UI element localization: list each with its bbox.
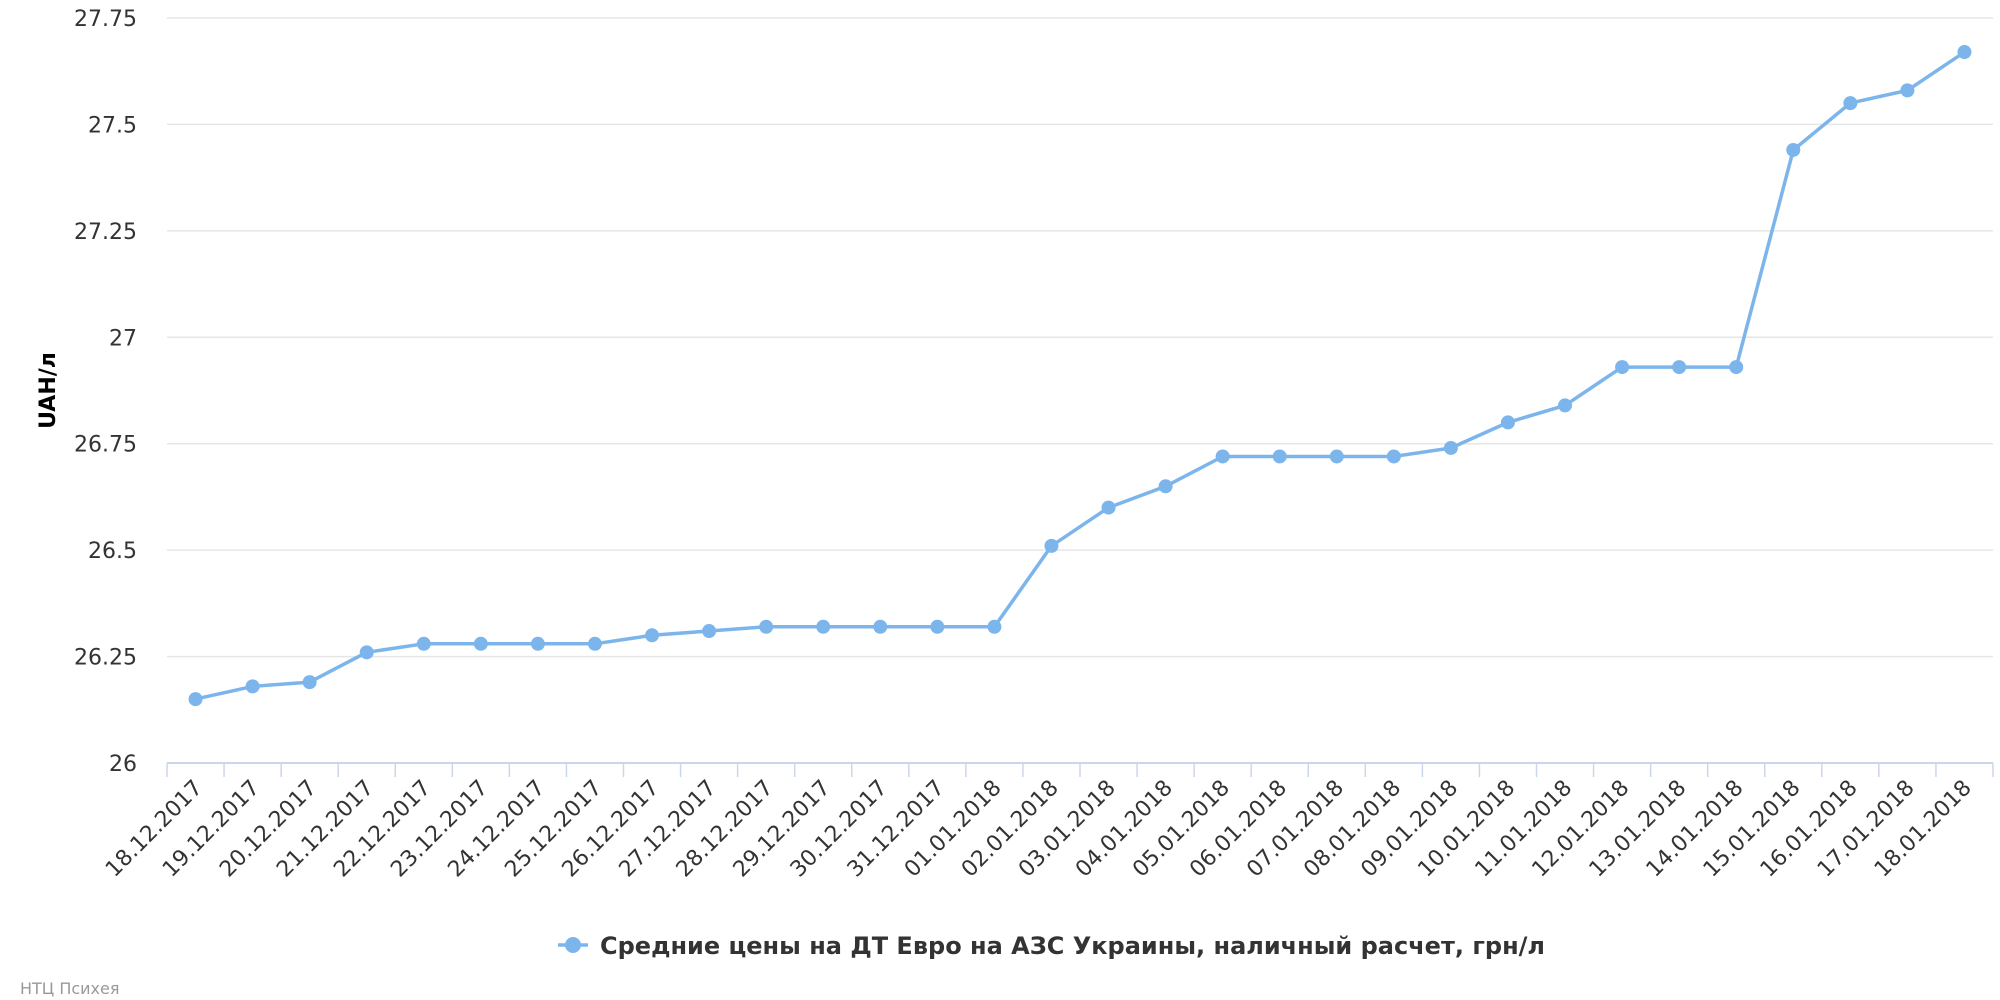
data-point[interactable]	[1215, 449, 1230, 464]
data-point[interactable]	[302, 675, 317, 690]
chart-credit[interactable]: НТЦ Психея	[20, 979, 119, 998]
data-point[interactable]	[930, 619, 945, 634]
y-axis-tick-labels: 26 26.25 26.5 26.75 27 27.25 27.5 27.75	[74, 7, 137, 777]
y-tick-label: 26	[109, 752, 137, 777]
legend-item-label[interactable]: Средние цены на ДТ Евро на АЗС Украины, …	[600, 932, 1545, 960]
data-point[interactable]	[1729, 360, 1744, 375]
data-point[interactable]	[188, 692, 203, 707]
data-point[interactable]	[1386, 449, 1401, 464]
legend[interactable]: Средние цены на ДТ Евро на АЗС Украины, …	[558, 932, 1545, 960]
data-point[interactable]	[473, 636, 488, 651]
data-point[interactable]	[816, 619, 831, 634]
data-point[interactable]	[1044, 538, 1059, 553]
data-point[interactable]	[530, 636, 545, 651]
data-point[interactable]	[1615, 360, 1630, 375]
y-tick-label: 27.75	[74, 7, 137, 32]
x-axis	[166, 762, 1994, 777]
data-point[interactable]	[645, 628, 660, 643]
data-point[interactable]	[1900, 83, 1915, 98]
data-point[interactable]	[1272, 449, 1287, 464]
data-point[interactable]	[1158, 479, 1173, 494]
data-point[interactable]	[1957, 45, 1972, 60]
y-tick-label: 26.75	[74, 433, 137, 458]
data-point[interactable]	[1329, 449, 1344, 464]
data-point[interactable]	[416, 636, 431, 651]
data-point[interactable]	[587, 636, 602, 651]
data-point[interactable]	[873, 619, 888, 634]
data-point[interactable]	[1672, 360, 1687, 375]
data-point[interactable]	[702, 624, 717, 639]
data-point[interactable]	[759, 619, 774, 634]
y-tick-label: 27.5	[88, 113, 137, 138]
y-axis-label: UAH/л	[36, 352, 61, 429]
data-point[interactable]	[1443, 440, 1458, 455]
data-point[interactable]	[359, 645, 374, 660]
data-point[interactable]	[245, 679, 260, 694]
data-point[interactable]	[1101, 500, 1116, 515]
data-point[interactable]	[987, 619, 1002, 634]
series-line[interactable]	[195, 50, 1966, 701]
legend-symbol-marker	[565, 937, 581, 953]
grid-lines	[167, 17, 1993, 764]
data-point[interactable]	[1558, 398, 1573, 413]
y-tick-label: 26.25	[74, 646, 137, 671]
data-point[interactable]	[1843, 96, 1858, 111]
data-point[interactable]	[1500, 415, 1515, 430]
x-axis-tick-labels: 18.12.201719.12.201720.12.201721.12.2017…	[101, 776, 1977, 883]
y-tick-label: 26.5	[88, 539, 137, 564]
data-series[interactable]	[188, 45, 1972, 707]
data-point[interactable]	[1786, 142, 1801, 157]
y-tick-label: 27.25	[74, 220, 137, 245]
y-tick-label: 27	[109, 326, 137, 351]
